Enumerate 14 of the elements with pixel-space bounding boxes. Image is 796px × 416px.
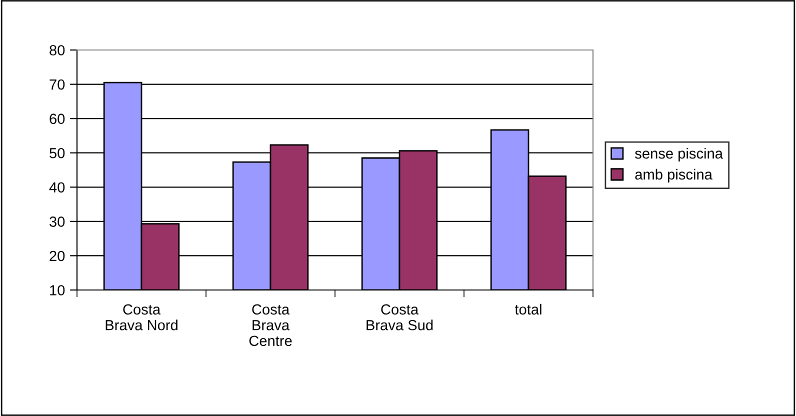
x-tick-label: Costa Brava Centre: [249, 304, 292, 346]
x-tick-label: Costa Brava Nord: [106, 304, 178, 330]
x-tick-label: total: [514, 304, 542, 315]
y-tick-label: 50: [50, 148, 65, 158]
y-tick-label: 60: [50, 114, 65, 124]
y-tick-label: 20: [50, 250, 65, 262]
y-tick-label: 30: [50, 216, 65, 227]
y-tick-label: 70: [50, 79, 65, 90]
legend-label: amb piscina: [635, 168, 712, 183]
legend-label: sense piscina: [635, 148, 723, 162]
x-tick-label: Costa Brava Sud: [366, 304, 433, 330]
y-tick-label: 40: [49, 182, 65, 193]
y-tick-label: 80: [50, 45, 65, 56]
y-tick-label: 10: [50, 285, 65, 296]
